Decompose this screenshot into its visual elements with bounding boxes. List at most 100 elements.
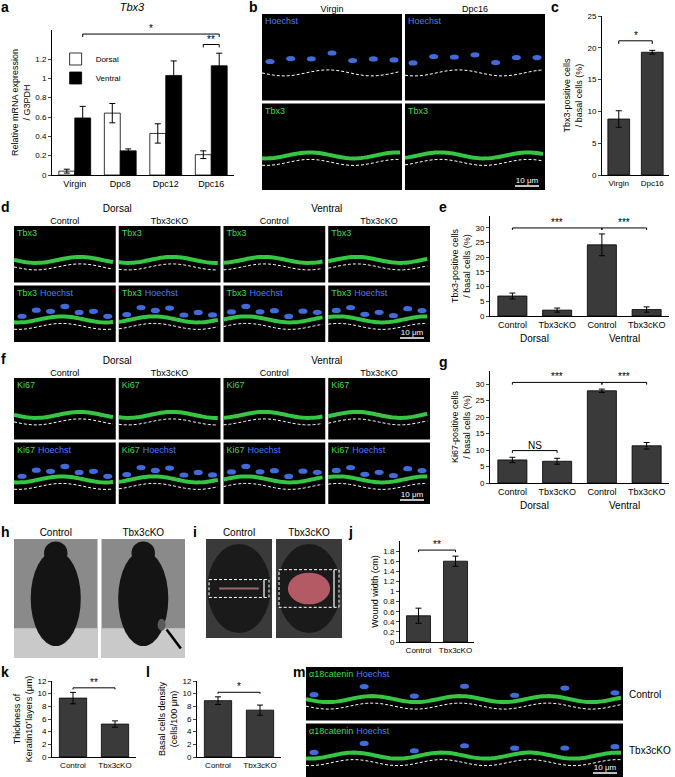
svg-text:Basal cells density(cells/100: Basal cells density(cells/100 μm)	[157, 681, 179, 756]
svg-text:0: 0	[42, 171, 47, 180]
svg-text:Dpc8: Dpc8	[110, 179, 131, 189]
svg-text:Tbx3cKO: Tbx3cKO	[288, 527, 330, 538]
svg-text:1.4: 1.4	[383, 567, 395, 576]
svg-text:10: 10	[182, 689, 191, 698]
svg-text:Ki67: Ki67	[17, 380, 35, 390]
svg-text:5: 5	[480, 297, 485, 306]
svg-text:20: 20	[475, 413, 484, 422]
svg-text:2: 2	[187, 740, 192, 749]
svg-text:Control: Control	[260, 368, 289, 378]
svg-text:1.8: 1.8	[383, 547, 395, 556]
svg-text:Virgin: Virgin	[63, 179, 86, 189]
svg-text:10 μm: 10 μm	[401, 490, 424, 499]
svg-text:15: 15	[475, 429, 484, 438]
svg-text:Thickness ofKeratin10⁺layers (: Thickness ofKeratin10⁺layers (μm)	[12, 676, 34, 763]
svg-text:Control: Control	[50, 368, 79, 378]
svg-text:***: ***	[551, 217, 563, 228]
svg-text:Tbx3-positive cells/ basal cel: Tbx3-positive cells/ basal cells (%)	[562, 58, 584, 133]
svg-text:Tbx3cKO: Tbx3cKO	[628, 320, 666, 330]
svg-text:0: 0	[187, 753, 192, 762]
svg-text:10: 10	[475, 446, 484, 455]
svg-text:4: 4	[187, 727, 192, 736]
svg-text:***: ***	[618, 217, 630, 228]
svg-text:Dpc16: Dpc16	[462, 4, 488, 14]
svg-text:1.2: 1.2	[35, 55, 47, 64]
svg-text:Dpc12: Dpc12	[153, 179, 179, 189]
svg-text:Tbx3cKO: Tbx3cKO	[151, 368, 189, 378]
svg-text:Tbx3cKO: Tbx3cKO	[122, 527, 164, 538]
svg-text:Tbx3cKO: Tbx3cKO	[243, 761, 276, 770]
svg-text:0.4: 0.4	[35, 132, 47, 141]
svg-text:Tbx3cKO: Tbx3cKO	[151, 216, 189, 226]
svg-text:15: 15	[587, 75, 596, 84]
svg-text:5: 5	[592, 139, 597, 148]
svg-text:Control: Control	[260, 216, 289, 226]
svg-text:10 μm: 10 μm	[594, 763, 617, 772]
svg-text:Dorsal: Dorsal	[103, 355, 132, 366]
svg-text:0: 0	[592, 171, 597, 180]
svg-text:Virgin: Virgin	[321, 4, 344, 14]
svg-text:Tbx3: Tbx3	[17, 228, 37, 238]
svg-text:Ki67: Ki67	[331, 380, 349, 390]
svg-text:***: ***	[551, 371, 563, 382]
svg-text:Dorsal: Dorsal	[520, 333, 549, 344]
svg-text:Control: Control	[205, 761, 231, 770]
svg-text:Tbx3cKO: Tbx3cKO	[538, 487, 576, 497]
svg-text:**: **	[207, 34, 215, 45]
svg-text:30: 30	[475, 380, 484, 389]
svg-text:Hoechst: Hoechst	[265, 16, 299, 26]
svg-text:10 μm: 10 μm	[516, 176, 539, 185]
svg-text:*: *	[237, 681, 241, 692]
svg-text:Tbx3cKO: Tbx3cKO	[98, 761, 131, 770]
svg-text:Control: Control	[498, 487, 527, 497]
svg-text:Tbx3: Tbx3	[331, 228, 351, 238]
svg-text:Dorsal: Dorsal	[520, 500, 549, 511]
svg-text:*: *	[149, 23, 153, 34]
svg-text:10: 10	[475, 282, 484, 291]
svg-text:0: 0	[42, 753, 47, 762]
svg-text:Tbx3Hoechst: Tbx3Hoechst	[122, 288, 179, 298]
svg-text:Ventral: Ventral	[311, 203, 342, 214]
svg-text:25: 25	[475, 396, 484, 405]
svg-text:Ki67Hoechst: Ki67Hoechst	[122, 445, 177, 455]
svg-text:Ki67: Ki67	[122, 380, 140, 390]
svg-text:*: *	[634, 30, 638, 41]
svg-text:Tbx3: Tbx3	[227, 228, 247, 238]
svg-text:20: 20	[587, 44, 596, 53]
svg-text:Tbx3Hoechst: Tbx3Hoechst	[17, 288, 74, 298]
svg-text:0.8: 0.8	[35, 93, 47, 102]
svg-text:**: **	[90, 677, 98, 688]
svg-text:Ki67Hoechst: Ki67Hoechst	[17, 445, 72, 455]
svg-text:NS: NS	[528, 440, 542, 451]
svg-text:Tbx3: Tbx3	[122, 228, 142, 238]
svg-text:Tbx3cKO: Tbx3cKO	[538, 320, 576, 330]
svg-text:0.2: 0.2	[35, 151, 47, 160]
svg-text:Tbx3Hoechst: Tbx3Hoechst	[331, 288, 388, 298]
svg-text:Tbx3cKO: Tbx3cKO	[360, 368, 398, 378]
svg-text:Ki67: Ki67	[227, 380, 245, 390]
svg-text:Tbx3: Tbx3	[120, 1, 145, 13]
svg-text:Tbx3: Tbx3	[408, 106, 428, 116]
svg-text:1: 1	[390, 587, 395, 596]
svg-text:Control: Control	[587, 487, 616, 497]
svg-text:12: 12	[37, 677, 46, 686]
svg-text:Control: Control	[498, 320, 527, 330]
svg-text:0: 0	[390, 638, 395, 647]
svg-text:0.8: 0.8	[383, 597, 395, 606]
svg-text:25: 25	[587, 12, 596, 21]
svg-text:0.6: 0.6	[35, 113, 47, 122]
svg-text:Tbx3Hoechst: Tbx3Hoechst	[227, 288, 284, 298]
svg-text:Relative mRNA expression/ G3PD: Relative mRNA expression/ G3PDH	[10, 49, 32, 156]
svg-text:Virgin: Virgin	[609, 179, 629, 188]
svg-text:1: 1	[42, 74, 47, 83]
svg-text:10: 10	[37, 689, 46, 698]
svg-text:8: 8	[42, 702, 47, 711]
svg-text:6: 6	[42, 715, 47, 724]
svg-text:Tbx3cKO: Tbx3cKO	[628, 487, 666, 497]
svg-text:Control: Control	[406, 646, 432, 655]
svg-text:6: 6	[187, 715, 192, 724]
svg-text:Ventral: Ventral	[609, 500, 640, 511]
svg-text:12: 12	[182, 677, 191, 686]
svg-text:Control: Control	[223, 527, 255, 538]
svg-text:Control: Control	[629, 689, 661, 700]
